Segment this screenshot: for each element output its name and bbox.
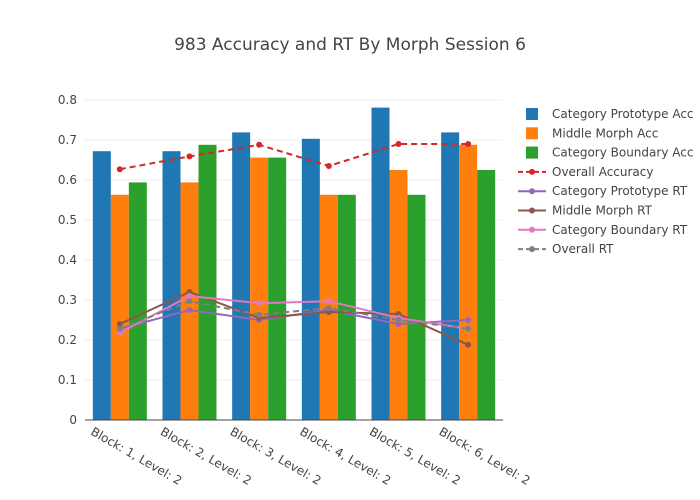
legend-item[interactable]: Category Prototype Acc <box>526 107 694 121</box>
legend-marker <box>529 207 535 214</box>
legend-label: Middle Morph RT <box>552 204 653 218</box>
y-tick-label: 0 <box>69 413 77 427</box>
legend-swatch <box>526 146 538 159</box>
bar[interactable] <box>459 144 478 421</box>
chart-title: 983 Accuracy and RT By Morph Session 6 <box>174 35 526 55</box>
data-point[interactable] <box>256 141 263 148</box>
y-tick-label: 0.2 <box>58 333 77 347</box>
bar[interactable] <box>162 151 181 420</box>
bar[interactable] <box>301 138 320 421</box>
series-line <box>119 294 469 334</box>
legend-item[interactable]: Category Prototype RT <box>518 184 688 198</box>
legend-label: Category Prototype Acc <box>552 107 694 121</box>
legend-label: Overall RT <box>552 242 614 256</box>
y-tick-label: 0.8 <box>58 93 77 107</box>
bar[interactable] <box>92 151 111 420</box>
legend-swatch <box>526 108 538 120</box>
data-point[interactable] <box>116 166 123 173</box>
data-point[interactable] <box>325 305 332 311</box>
data-point[interactable] <box>465 141 472 147</box>
y-tick-label: 0.4 <box>58 253 77 267</box>
data-point[interactable] <box>395 317 402 323</box>
bar[interactable] <box>407 194 426 420</box>
y-tick-label: 0.7 <box>58 133 77 147</box>
bar[interactable] <box>337 194 356 420</box>
legend-marker <box>529 246 535 253</box>
line-layer <box>116 141 472 348</box>
bar[interactable] <box>128 182 147 420</box>
data-point[interactable] <box>395 141 402 147</box>
legend-marker <box>529 188 535 195</box>
legend-item[interactable]: Overall Accuracy <box>518 165 653 179</box>
bar[interactable] <box>477 170 496 420</box>
grid-layer <box>85 99 503 381</box>
y-tick-label: 0.5 <box>58 213 77 227</box>
legend[interactable]: Category Prototype Acc Middle Morph Acc Ca… <box>518 107 694 256</box>
legend-item[interactable]: Middle Morph Acc <box>526 126 658 140</box>
bar[interactable] <box>389 170 408 420</box>
bar[interactable] <box>371 107 390 420</box>
legend-label: Category Boundary RT <box>552 223 688 237</box>
legend-marker <box>529 168 535 175</box>
bar[interactable] <box>110 194 129 420</box>
y-tick-label: 0.3 <box>58 293 77 307</box>
legend-label: Category Prototype RT <box>552 184 688 198</box>
data-point[interactable] <box>116 325 123 332</box>
data-point[interactable] <box>186 298 193 305</box>
data-point[interactable] <box>465 341 472 348</box>
data-point[interactable] <box>186 307 193 313</box>
bar[interactable] <box>198 144 217 421</box>
y-tick-label: 0.6 <box>58 173 77 187</box>
legend-label: Middle Morph Acc <box>552 126 658 140</box>
data-point[interactable] <box>465 317 472 323</box>
data-point[interactable] <box>325 163 332 169</box>
data-point[interactable] <box>256 311 263 318</box>
data-point[interactable] <box>325 298 332 305</box>
legend-label: Overall Accuracy <box>552 165 653 179</box>
legend-label: Category Boundary Acc <box>552 146 693 160</box>
bar[interactable] <box>232 132 251 420</box>
legend-swatch <box>526 127 538 140</box>
legend-item[interactable]: Middle Morph RT <box>518 204 653 218</box>
data-point[interactable] <box>186 153 193 160</box>
bar[interactable] <box>441 132 460 420</box>
y-tick-label: 0.1 <box>58 373 77 387</box>
data-point[interactable] <box>116 321 123 327</box>
legend-item[interactable]: Category Boundary RT <box>518 223 688 237</box>
bar-layer <box>92 107 496 421</box>
legend-item[interactable]: Category Boundary Acc <box>526 146 693 160</box>
data-point[interactable] <box>465 325 472 332</box>
data-point[interactable] <box>186 293 193 299</box>
bar[interactable] <box>250 157 269 420</box>
data-point[interactable] <box>256 300 263 307</box>
bar[interactable] <box>268 157 287 420</box>
legend-item[interactable]: Overall RT <box>518 242 614 256</box>
series-line <box>119 300 469 330</box>
legend-marker <box>529 226 535 233</box>
